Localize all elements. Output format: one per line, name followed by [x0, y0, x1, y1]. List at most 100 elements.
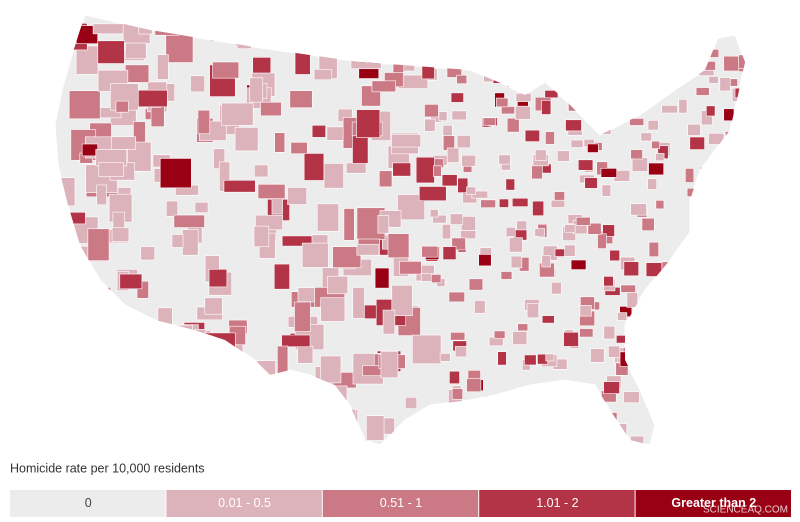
legend-label: 1.01 - 2 [536, 496, 578, 510]
county [746, 276, 756, 285]
county [603, 325, 616, 340]
county [417, 425, 441, 442]
county [446, 147, 460, 163]
county [575, 216, 591, 226]
county [686, 392, 699, 405]
county [493, 398, 510, 412]
county [587, 222, 602, 235]
county [204, 332, 236, 360]
county [208, 425, 229, 445]
county [103, 397, 116, 413]
county [116, 332, 130, 361]
county [601, 184, 612, 197]
county [70, 330, 83, 343]
county [371, 80, 396, 93]
county [640, 132, 652, 142]
county [626, 292, 639, 308]
county [627, 39, 638, 53]
county [660, 345, 673, 358]
county [110, 83, 139, 111]
county [176, 356, 202, 368]
county [438, 111, 448, 122]
county [565, 439, 579, 445]
county [209, 18, 226, 42]
county [564, 244, 576, 257]
county [110, 136, 137, 150]
county [635, 45, 648, 59]
county [541, 255, 551, 268]
county [578, 29, 593, 44]
county [493, 330, 506, 339]
county [55, 396, 86, 409]
county [545, 353, 555, 362]
county [722, 204, 735, 218]
county [101, 371, 120, 397]
county [281, 21, 309, 43]
county [728, 198, 745, 207]
county [686, 341, 697, 353]
county [355, 439, 368, 445]
county [570, 139, 584, 148]
county [678, 99, 688, 114]
county [256, 360, 276, 377]
county [711, 286, 720, 296]
county [87, 228, 110, 262]
county [517, 323, 529, 332]
county [748, 242, 756, 249]
county [480, 199, 496, 209]
county [671, 328, 685, 340]
county [721, 382, 732, 393]
county [498, 61, 508, 75]
county [569, 421, 586, 433]
county [468, 56, 484, 66]
county [98, 162, 124, 177]
county [739, 193, 745, 207]
county [273, 412, 291, 427]
legend-swatch [322, 490, 479, 517]
county [171, 234, 184, 248]
county [697, 437, 710, 445]
county [165, 200, 179, 217]
county [356, 109, 381, 138]
county [719, 77, 731, 92]
county [468, 278, 484, 291]
county [651, 140, 660, 149]
county [516, 220, 528, 231]
county [236, 430, 255, 445]
county [568, 404, 584, 414]
county [451, 110, 467, 121]
county [515, 93, 532, 102]
county [352, 133, 369, 164]
county [415, 156, 435, 184]
county [734, 87, 745, 99]
county [316, 203, 339, 232]
county [458, 432, 476, 442]
county [311, 124, 327, 138]
county [517, 48, 534, 57]
county [642, 42, 652, 53]
county [603, 276, 614, 287]
county [55, 17, 73, 51]
county [675, 259, 686, 272]
county [346, 162, 367, 174]
county [597, 233, 607, 249]
county [254, 164, 269, 178]
county [297, 345, 314, 364]
county [545, 131, 555, 145]
county [577, 416, 593, 428]
county [456, 74, 468, 85]
legend-swatch [635, 490, 791, 517]
county [715, 360, 729, 370]
county [332, 246, 362, 268]
county [433, 165, 442, 177]
county [534, 228, 545, 237]
county [89, 352, 122, 384]
county [125, 42, 147, 60]
county [741, 319, 745, 335]
county [671, 343, 686, 355]
county [531, 165, 543, 180]
county [344, 411, 355, 433]
county [356, 243, 379, 256]
county [583, 26, 596, 42]
